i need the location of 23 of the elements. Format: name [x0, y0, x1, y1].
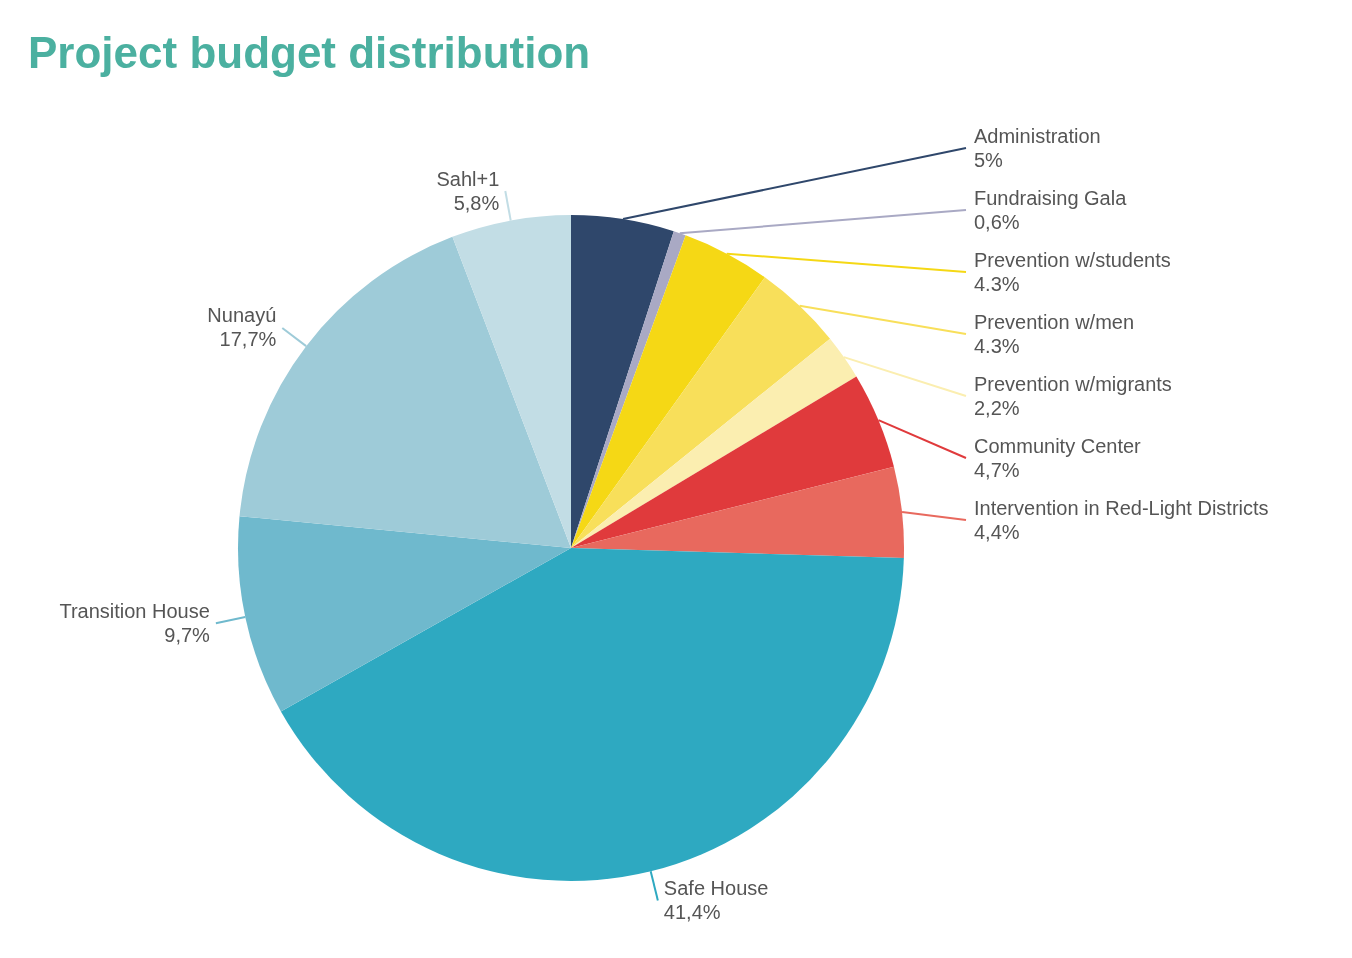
data-label: 41,4%	[663, 900, 721, 923]
slice-label: Prevention w/migrants	[974, 372, 1172, 395]
data-label: 5%	[974, 148, 1004, 171]
data-label: 17,7%	[219, 328, 277, 351]
slice-label: Community Center	[974, 434, 1142, 457]
slice-label: Transition House	[59, 599, 210, 622]
data-label: 4.3%	[974, 272, 1020, 295]
slice-label: Safe House	[663, 876, 769, 899]
slice-label: Sahl+1	[436, 167, 500, 190]
data-label: 9,7%	[164, 623, 211, 646]
slice-label: Intervention in Red-Light Districts	[974, 496, 1269, 519]
slice-label: Fundraising Gala	[974, 186, 1128, 209]
data-label: 0,6%	[974, 210, 1020, 233]
chart-title: Project budget distribution	[28, 28, 591, 78]
slice-label: Nunayú	[207, 304, 277, 327]
data-label: 4,7%	[974, 458, 1020, 481]
data-label: 2,2%	[974, 396, 1020, 419]
data-label: 5,8%	[453, 191, 500, 214]
slice-label: Prevention w/men	[974, 310, 1135, 333]
slice-label: Administration	[974, 124, 1101, 147]
data-label: 4.3%	[974, 334, 1020, 357]
data-label: 4,4%	[974, 520, 1020, 543]
slice-label: Prevention w/students	[974, 248, 1171, 271]
